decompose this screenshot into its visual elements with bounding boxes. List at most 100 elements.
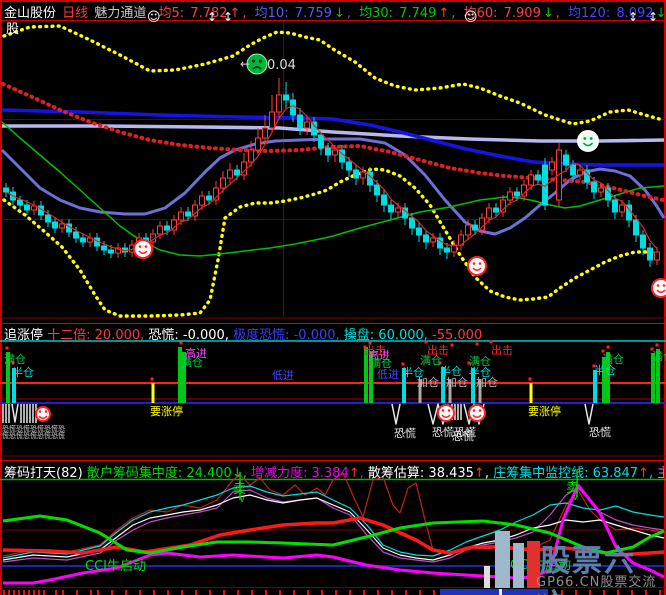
- candle-body: [304, 121, 310, 129]
- signal-dot-red: [475, 342, 479, 346]
- candle-body: [500, 199, 506, 213]
- ma-readout-1: 均5: 7.782 ↑,: [158, 6, 251, 20]
- candle-body: [108, 249, 114, 254]
- candle-body: [598, 187, 604, 193]
- axis-tick: [8, 590, 10, 595]
- panic-mark-white: [391, 403, 401, 425]
- candle-body: [59, 223, 65, 229]
- axis-tick: [377, 590, 379, 595]
- panel3-stat-seg-8: ↑: [473, 466, 485, 481]
- panel2-signal-label: 半仓: [440, 365, 462, 378]
- panel2-signal-label: 满仓: [370, 357, 392, 370]
- axis-tick: [76, 590, 78, 595]
- axis-tick: [23, 590, 25, 595]
- candle-body: [570, 164, 576, 176]
- axis-tick: [90, 590, 92, 595]
- ma30-green-line: [1, 121, 665, 257]
- smiley-top-marker: ☺: [464, 10, 478, 25]
- updown-arrow-marker: ↕: [223, 10, 234, 24]
- signal-bar-cyan: [471, 368, 475, 403]
- candle-body: [563, 154, 569, 166]
- zhuizhangting-panel[interactable]: [2, 340, 660, 425]
- panel2-stat-seg-3: 极度恐慌: -0.000,: [233, 328, 344, 343]
- panel2-signal-label: 高进: [368, 349, 390, 362]
- panel2-signal-label: 要涨停: [150, 405, 183, 418]
- signal-dot-red: [11, 361, 15, 365]
- candle-body: [318, 134, 324, 149]
- signal-dot-red: [650, 347, 654, 351]
- panel3-signal-label: 卖: [233, 482, 247, 497]
- axis-tick: [33, 590, 35, 595]
- smiley-top-marker: ☺: [147, 10, 161, 25]
- candle-body: [199, 195, 205, 206]
- panel2-signal-label: 高进: [185, 347, 207, 360]
- candle-body: [220, 177, 226, 189]
- panel3-stat-seg-11: ↑: [638, 466, 649, 481]
- candle-body: [276, 94, 282, 113]
- candle-body: [486, 207, 492, 219]
- panel2-signal-label: 恐慌恐慌: [432, 426, 476, 439]
- candle-body: [164, 225, 170, 231]
- main-price-chart[interactable]: [0, 24, 666, 318]
- panel2-stat-seg-2: 恐慌: -0.000,: [148, 328, 234, 343]
- panel3-signal-label: CCI牛启动: [85, 559, 146, 574]
- panel3-stat-seg-1: 散户筹码集中度: 24.400: [86, 466, 232, 481]
- signal-bar-cyan: [12, 368, 16, 403]
- axis-tick: [279, 590, 281, 595]
- axis-tick: [659, 590, 661, 595]
- signal-bar-gray: [478, 380, 482, 403]
- panel3-stat-seg-9: ,: [484, 466, 494, 481]
- axis-tick: [391, 590, 393, 595]
- period-label[interactable]: 日线: [62, 6, 89, 20]
- axis-tick: [55, 590, 57, 595]
- smiley-face-marker: [651, 278, 666, 298]
- candle-body: [185, 211, 191, 217]
- violet-thin-line: [2, 487, 665, 563]
- candle-body: [612, 199, 618, 213]
- axis-tick: [3, 590, 5, 595]
- signal-bar-cyan: [593, 370, 597, 403]
- candle-body: [493, 207, 499, 213]
- axis-tick: [363, 590, 365, 595]
- axis-tick: [38, 590, 40, 595]
- candle-body: [430, 237, 436, 243]
- updown-arrow-marker: ↕: [648, 10, 659, 24]
- axis-tick: [111, 590, 113, 595]
- panel3-signal-label: ∨: [572, 493, 579, 503]
- axis-tick: [617, 590, 619, 595]
- panel2-signal-label: 恐慌: [394, 427, 416, 440]
- panel2-signal-label: 加仓: [446, 376, 468, 389]
- panel2-signal-label: 满仓: [652, 350, 666, 363]
- panel2-signal-label: 要涨停: [528, 405, 561, 418]
- signal-bar-green: [602, 357, 606, 403]
- panel3-signal-label: CCI牛启动: [510, 558, 571, 573]
- panel3-stat-seg-2: ↓: [231, 466, 243, 481]
- candle-body: [465, 224, 471, 236]
- axis-tick: [349, 590, 351, 595]
- signal-dot-red: [601, 349, 605, 353]
- signal-bar-green: [369, 352, 373, 403]
- panel3-stat-seg-6: ,: [359, 466, 368, 481]
- candle-body: [444, 247, 450, 253]
- candle-body: [24, 204, 30, 211]
- signal-dot-red: [179, 341, 183, 345]
- candle-body: [416, 227, 422, 236]
- axis-tick: [237, 590, 239, 595]
- candle-body: [178, 211, 184, 221]
- panel2-signal-label: 满仓: [469, 355, 491, 368]
- candle-body: [17, 199, 23, 206]
- axis-tick: [335, 590, 337, 595]
- signal-dot-red: [363, 345, 367, 349]
- candle-body: [577, 169, 583, 176]
- axis-blue-segment[interactable]: [440, 589, 548, 595]
- axis-tick: [265, 590, 267, 595]
- candle-body: [101, 245, 107, 251]
- axis-tick: [307, 590, 309, 595]
- smiley-face-marker: [577, 130, 599, 152]
- candle-body: [409, 217, 415, 229]
- chouma-panel[interactable]: [2, 470, 665, 595]
- candle-body: [262, 127, 268, 139]
- panel2-stat-seg-0: 追涨停: [4, 328, 48, 343]
